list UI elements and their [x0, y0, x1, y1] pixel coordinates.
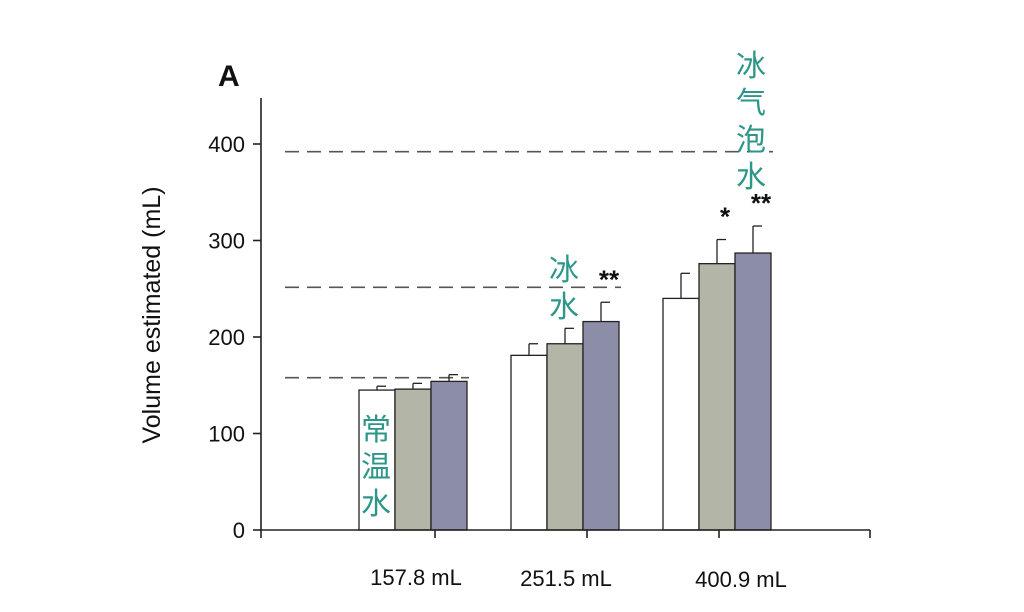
annotation-0-char-2: 水 [361, 487, 391, 522]
annotation-2-char-0: 冰 [736, 49, 766, 84]
bar-s0-c1 [510, 354, 548, 531]
significance-marker-0: ** [599, 264, 620, 294]
annotation-1-char-1: 水 [549, 290, 579, 325]
bar-s2-c0 [430, 380, 468, 531]
bar-s1-c2 [698, 263, 736, 531]
significance-marker-2: ** [751, 188, 772, 218]
bar-s0-c2 [662, 297, 700, 531]
x-category-label-2: 400.9 mL [695, 567, 787, 592]
annotation-2-char-3: 水 [736, 160, 766, 195]
annotation-2: 冰气泡水 [736, 49, 766, 195]
annotation-1: 冰水 [549, 253, 579, 325]
bar-s1-c0 [394, 388, 432, 531]
annotation-2-char-2: 泡 [736, 123, 766, 158]
annotation-1-char-0: 冰 [549, 253, 579, 288]
y-tick-label-400: 400 [208, 132, 245, 157]
annotation-2-char-1: 气 [736, 86, 766, 121]
y-tick-label-0: 0 [233, 518, 245, 543]
annotation-0-char-0: 常 [361, 413, 391, 448]
x-category-label-1: 251.5 mL [520, 566, 612, 591]
y-tick-label-100: 100 [208, 422, 245, 447]
y-axis-title: Volume estimated (mL) [138, 186, 166, 443]
panel-label: A [218, 60, 240, 93]
bar-s2-c2 [734, 252, 772, 531]
significance-marker-1: * [720, 202, 731, 232]
bar-s2-c1 [582, 320, 620, 531]
annotation-0-char-1: 温 [361, 450, 391, 485]
y-tick-label-300: 300 [208, 229, 245, 254]
bar-s1-c1 [546, 343, 584, 531]
x-category-label-0: 157.8 mL [370, 565, 462, 590]
y-tick-label-200: 200 [208, 325, 245, 350]
annotation-0: 常温水 [361, 413, 391, 522]
